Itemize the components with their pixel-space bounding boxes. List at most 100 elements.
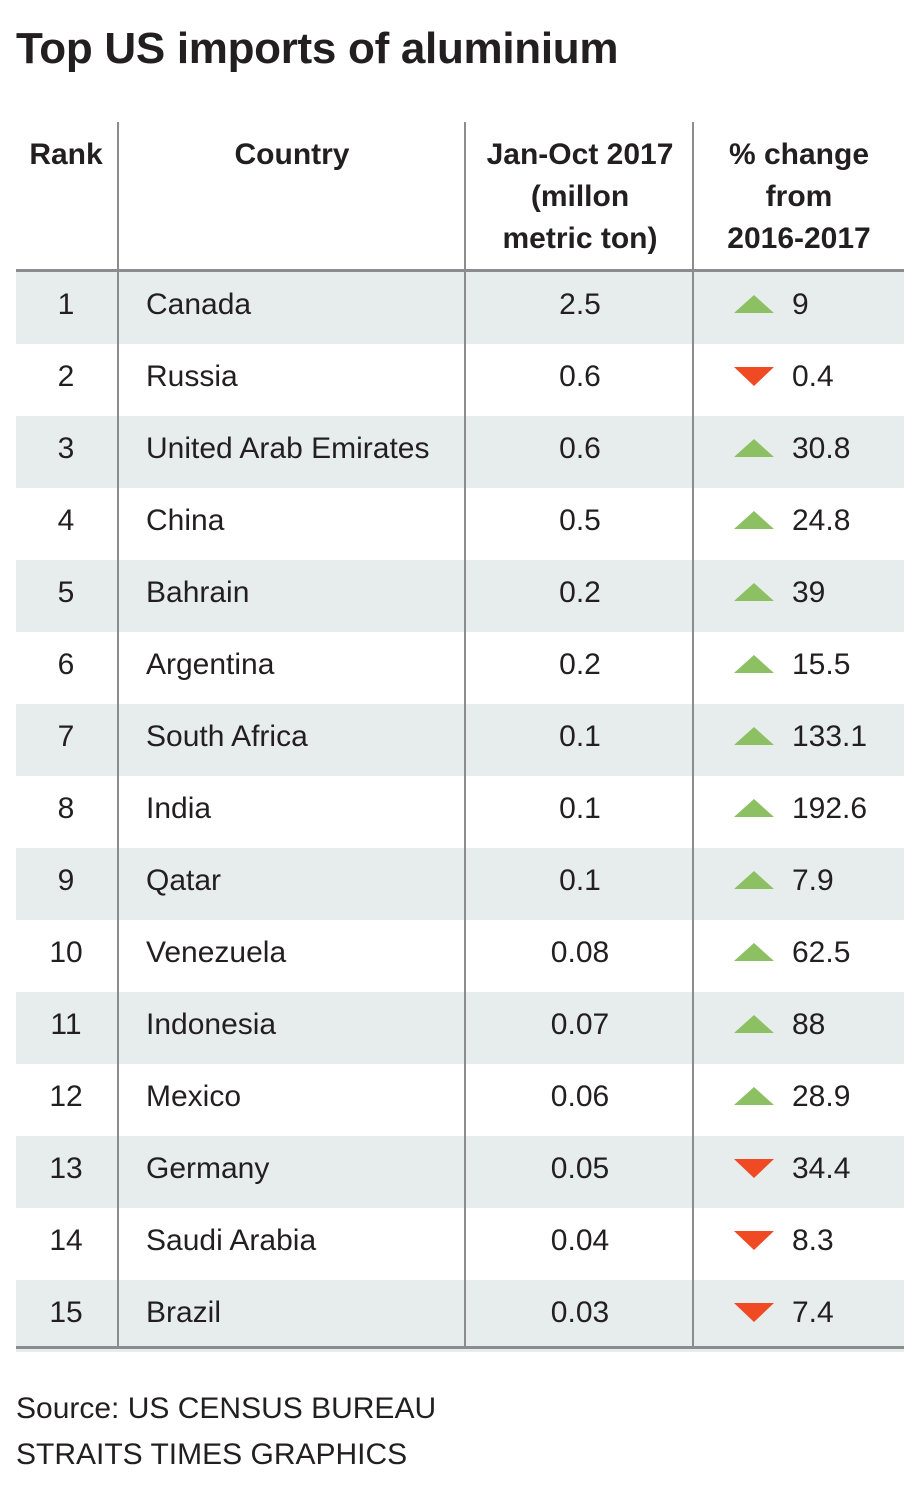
change-value: 88 [792, 1008, 826, 1041]
change-value: 7.9 [792, 864, 834, 897]
credit-line: STRAITS TIMES GRAPHICS [16, 1438, 408, 1471]
down-triangle-icon [734, 1159, 774, 1178]
imports-cell: 0.03 [550, 1296, 610, 1329]
rank-cell: 7 [57, 720, 75, 753]
down-triangle-icon [734, 1303, 774, 1322]
change-value: 39 [792, 576, 826, 609]
up-triangle-icon [734, 295, 774, 313]
up-triangle-icon [734, 583, 774, 601]
imports-cell: 0.04 [550, 1224, 610, 1257]
rank-cell: 1 [57, 288, 75, 321]
header-country-label: Country [234, 138, 350, 171]
imports-table: Rank Country Jan-Oct 2017 (millon metric… [16, 122, 904, 1352]
down-triangle-icon [734, 367, 774, 386]
change-cell: 30.8 [694, 416, 904, 488]
up-triangle-icon [734, 1015, 774, 1033]
column-divider-2 [464, 122, 466, 1349]
imports-cell: 2.5 [559, 288, 601, 321]
table-row: 11 Indonesia 0.07 88 [16, 992, 904, 1064]
country-cell: Venezuela [146, 936, 287, 969]
rank-cell: 12 [49, 1080, 83, 1113]
column-divider-3 [692, 122, 694, 1349]
change-value: 34.4 [792, 1152, 851, 1185]
table-row: 5 Bahrain 0.2 39 [16, 560, 904, 632]
change-cell: 9 [694, 272, 904, 344]
rank-cell: 10 [49, 936, 83, 969]
country-cell: China [146, 504, 225, 537]
country-cell: Argentina [146, 648, 275, 681]
up-triangle-icon [734, 727, 774, 745]
change-cell: 133.1 [694, 704, 904, 776]
country-cell: India [146, 792, 212, 825]
change-cell: 28.9 [694, 1064, 904, 1136]
table-row: 14 Saudi Arabia 0.04 8.3 [16, 1208, 904, 1280]
country-cell: Qatar [146, 864, 222, 897]
country-cell: Mexico [146, 1080, 242, 1113]
imports-cell: 0.6 [559, 432, 601, 465]
change-value: 24.8 [792, 504, 851, 537]
change-value: 192.6 [792, 792, 868, 825]
table-body: 1 Canada 2.5 9 2 Russia 0.6 0.4 3 United Arab Emi… [16, 272, 904, 1352]
change-cell: 8.3 [694, 1208, 904, 1280]
rank-cell: 11 [50, 1008, 82, 1041]
header-imports-line2: (millon [530, 180, 630, 213]
rank-cell: 8 [57, 792, 75, 825]
change-value: 30.8 [792, 432, 851, 465]
change-value: 9 [792, 288, 809, 321]
imports-cell: 0.2 [559, 576, 601, 609]
country-cell: Bahrain [146, 576, 250, 609]
rank-cell: 2 [57, 360, 75, 393]
source-line: Source: US CENSUS BUREAU [16, 1392, 437, 1425]
up-triangle-icon [734, 511, 774, 529]
table-header: Rank Country Jan-Oct 2017 (millon metric… [16, 122, 904, 269]
imports-cell: 0.1 [559, 792, 601, 825]
header-change-line1: % change [728, 138, 870, 171]
down-triangle-icon [734, 1231, 774, 1250]
header-change-line3: 2016-2017 [727, 222, 871, 255]
change-cell: 39 [694, 560, 904, 632]
table-row: 3 United Arab Emirates 0.6 30.8 [16, 416, 904, 488]
change-cell: 192.6 [694, 776, 904, 848]
change-cell: 62.5 [694, 920, 904, 992]
header-rank: Rank [16, 134, 116, 176]
rank-cell: 15 [49, 1296, 83, 1329]
change-value: 15.5 [792, 648, 851, 681]
source-note: Source: US CENSUS BUREAU STRAITS TIMES G… [16, 1386, 436, 1478]
imports-cell: 0.07 [550, 1008, 610, 1041]
imports-cell: 0.08 [550, 936, 610, 969]
country-cell: Germany [146, 1152, 270, 1185]
table-row: 1 Canada 2.5 9 [16, 272, 904, 344]
change-cell: 15.5 [694, 632, 904, 704]
header-change-line2: from [765, 180, 833, 213]
country-cell: Saudi Arabia [146, 1224, 317, 1257]
rank-cell: 4 [57, 504, 75, 537]
rank-cell: 9 [57, 864, 75, 897]
change-value: 8.3 [792, 1224, 834, 1257]
table-row: 4 China 0.5 24.8 [16, 488, 904, 560]
header-rank-label: Rank [29, 138, 103, 171]
country-cell: Russia [146, 360, 238, 393]
country-cell: Indonesia [146, 1008, 277, 1041]
change-value: 28.9 [792, 1080, 851, 1113]
table-row: 8 India 0.1 192.6 [16, 776, 904, 848]
up-triangle-icon [734, 943, 774, 961]
country-cell: United Arab Emirates [146, 432, 430, 465]
header-country: Country [118, 134, 466, 176]
rank-cell: 13 [49, 1152, 83, 1185]
change-value: 62.5 [792, 936, 851, 969]
table-row: 13 Germany 0.05 34.4 [16, 1136, 904, 1208]
imports-cell: 0.2 [559, 648, 601, 681]
rank-cell: 6 [57, 648, 75, 681]
table-bottom-rule [16, 1346, 904, 1349]
change-cell: 88 [694, 992, 904, 1064]
imports-cell: 0.5 [559, 504, 601, 537]
table-row: 6 Argentina 0.2 15.5 [16, 632, 904, 704]
up-triangle-icon [734, 439, 774, 457]
header-change: % change from 2016-2017 [694, 134, 904, 260]
up-triangle-icon [734, 871, 774, 889]
imports-cell: 0.05 [550, 1152, 610, 1185]
table-row: 10 Venezuela 0.08 62.5 [16, 920, 904, 992]
change-cell: 24.8 [694, 488, 904, 560]
table-row: 9 Qatar 0.1 7.9 [16, 848, 904, 920]
change-value: 133.1 [792, 720, 868, 753]
